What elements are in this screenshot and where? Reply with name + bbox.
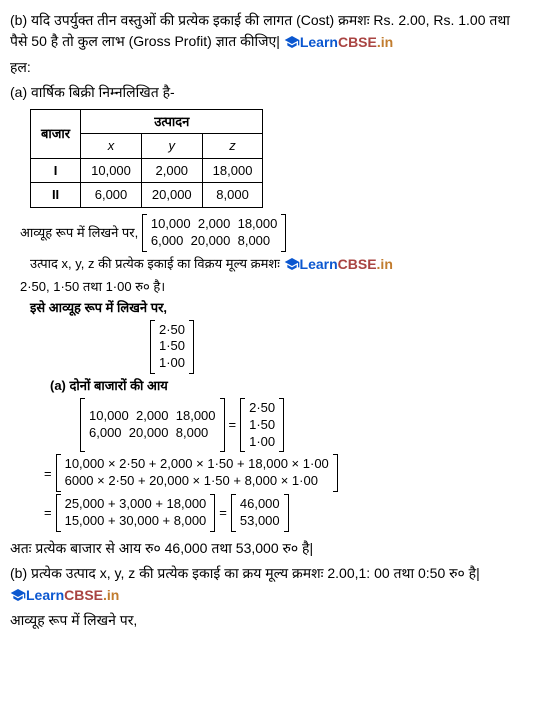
cell: 6,000 (81, 183, 142, 208)
th-x: x (81, 134, 142, 159)
mc-r1: 2·50 (159, 322, 185, 339)
mc-r3: 1·00 (159, 355, 185, 372)
table-row: II 6,000 20,000 8,000 (31, 183, 263, 208)
sale-price-line: उत्पाद x, y, z की प्रत्येक इकाई का विक्र… (30, 254, 526, 275)
para-b: (b) यदि उपर्युक्त तीन वस्तुओं की प्रत्ये… (10, 10, 526, 53)
cell: 10,000 (81, 158, 142, 183)
cell: 20,000 (141, 183, 202, 208)
logo-2: LearnCBSE.in (284, 254, 393, 275)
mc-r2: 1·50 (159, 338, 185, 355)
logo-cbse: CBSE (338, 254, 377, 275)
eq1-l-r2: 6,000 20,000 8,000 (89, 425, 216, 442)
col-matrix-price: 2·50 1·50 1·00 (150, 320, 526, 375)
eq-step2: = 10,000 × 2·50 + 2,000 × 1·50 + 18,000 … (40, 454, 526, 492)
eq2-r1: 10,000 × 2·50 + 2,000 × 1·50 + 18,000 × … (65, 456, 329, 473)
logo-cbse: CBSE (64, 585, 103, 606)
eq1-l-r1: 10,000 2,000 18,000 (89, 408, 216, 425)
solution-label: हल: (10, 57, 526, 78)
eq-step3: = 25,000 + 3,000 + 18,000 15,000 + 30,00… (40, 494, 526, 532)
th-y: y (141, 134, 202, 159)
cell: 2,000 (141, 158, 202, 183)
logo-learn: Learn (300, 254, 338, 275)
grad-cap-icon (284, 256, 300, 272)
logo-in: .in (103, 585, 119, 606)
m1-r1: 10,000 2,000 18,000 (151, 216, 278, 233)
grad-cap-icon (10, 587, 26, 603)
eq1-r-r2: 1·50 (249, 417, 275, 434)
logo-3: LearnCBSE.in (10, 585, 119, 606)
eq3-r-r2: 53,000 (240, 513, 280, 530)
conclusion-a: अतः प्रत्येक बाजार से आय रु० 46,000 तथा … (10, 538, 526, 559)
eq2-r2: 6000 × 2·50 + 20,000 × 1·50 + 8,000 × 1·… (65, 473, 329, 490)
logo-cbse: CBSE (338, 32, 377, 53)
sale-price-text: उत्पाद x, y, z की प्रत्येक इकाई का विक्र… (30, 254, 280, 274)
m1-r2: 6,000 20,000 8,000 (151, 233, 278, 250)
th-market: बाजार (31, 109, 81, 158)
matrix-form-label: आव्यूह रूप में लिखने पर, (20, 223, 138, 243)
para-a: (a) वार्षिक बिक्री निम्नलिखित है- (10, 82, 526, 103)
para-b2: (b) प्रत्येक उत्पाद x, y, z की प्रत्येक … (10, 563, 526, 606)
th-group: उत्पादन (81, 109, 263, 134)
eq1-r-r3: 1·00 (249, 434, 275, 451)
text-b: (b) यदि उपर्युक्त तीन वस्तुओं की प्रत्ये… (10, 12, 510, 49)
data-table: बाजार उत्पादन x y z I 10,000 2,000 18,00… (30, 109, 263, 208)
table-row: I 10,000 2,000 18,000 (31, 158, 263, 183)
last-line: आव्यूह रूप में लिखने पर, (10, 610, 526, 631)
bold-text: इसे आव्यूह रूप में लिखने पर, (30, 300, 167, 315)
bold-a: (a) दोनों बाजारों की आय (50, 378, 168, 393)
eq3-l-r1: 25,000 + 3,000 + 18,000 (65, 496, 207, 513)
row-label-1: I (31, 158, 81, 183)
eq3-r-r1: 46,000 (240, 496, 280, 513)
heading-a: (a) दोनों बाजारों की आय (50, 376, 526, 396)
cell: 18,000 (202, 158, 263, 183)
logo-in: .in (377, 32, 393, 53)
th-z: z (202, 134, 263, 159)
cell: 8,000 (202, 183, 263, 208)
logo-in: .in (377, 254, 393, 275)
row-label-2: II (31, 183, 81, 208)
matrix-form-line: आव्यूह रूप में लिखने पर, 10,000 2,000 18… (20, 214, 526, 252)
eq-step1: 10,000 2,000 18,000 6,000 20,000 8,000 =… (80, 398, 526, 453)
text-b2: (b) प्रत्येक उत्पाद x, y, z की प्रत्येक … (10, 565, 480, 581)
sale-vals-line: 2·50, 1·50 तथा 1·00 रु० है। (20, 277, 526, 297)
logo-learn: Learn (26, 585, 64, 606)
grad-cap-icon (284, 34, 300, 50)
write-matrix-line: इसे आव्यूह रूप में लिखने पर, (30, 298, 526, 318)
logo-learn: Learn (300, 32, 338, 53)
logo-1: LearnCBSE.in (284, 32, 393, 53)
eq3-l-r2: 15,000 + 30,000 + 8,000 (65, 513, 207, 530)
eq1-r-r1: 2·50 (249, 400, 275, 417)
